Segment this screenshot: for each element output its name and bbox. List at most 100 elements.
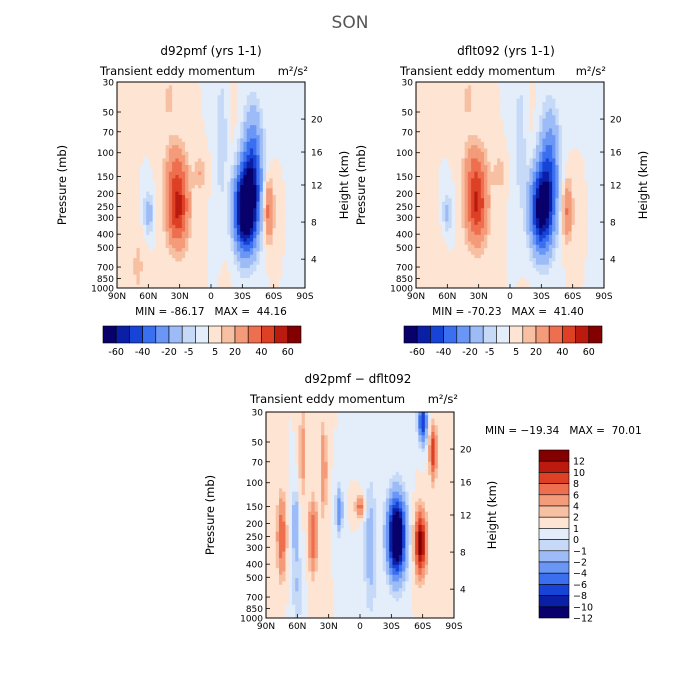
field-cell [201,258,206,263]
field-cell [149,181,154,186]
field-cell [269,161,274,166]
field-cell [120,101,125,106]
field-cell [464,128,469,133]
field-cell [493,115,498,120]
field-cell [285,135,290,140]
field-cell [236,198,241,203]
field-cell [214,258,219,263]
field-cell [230,281,235,286]
field-cell [159,278,163,282]
field-cell [168,101,173,106]
field-cell [223,118,228,123]
field-cell [445,151,450,156]
field-cell [188,274,193,279]
field-cell [487,128,492,133]
field-cell [298,115,303,120]
field-cell [285,161,290,166]
field-cell [279,115,283,120]
field-cell [458,118,462,123]
field-cell [117,95,121,100]
field-cell [165,264,170,269]
field-cell [139,175,144,179]
field-cell [484,128,488,133]
field-cell [233,108,238,113]
field-cell [295,101,300,106]
field-cell [584,121,589,126]
field-cell [597,121,602,126]
field-cell [259,188,264,193]
field-cell [191,108,196,113]
field-cell [142,101,147,106]
field-cell [123,101,128,106]
field-cell [526,125,531,130]
field-cell [484,155,488,160]
field-cell [211,254,215,259]
field-cell [240,91,245,96]
field-cell [165,228,170,233]
field-cell [155,201,160,206]
field-cell [126,208,131,213]
field-cell [253,221,257,226]
field-cell [129,148,134,153]
field-cell [416,141,420,146]
field-cell [129,234,134,239]
field-cell [123,198,128,203]
field-cell [194,204,199,209]
field-cell [552,91,556,96]
field-cell [256,148,261,153]
field-cell [243,128,248,133]
field-cell [584,95,589,100]
field-cell [198,121,202,126]
field-cell [253,158,257,163]
field-cell [149,251,154,256]
field-cell [272,268,277,272]
field-cell [275,185,280,189]
field-cell [480,155,485,160]
field-cell [165,258,170,263]
field-cell [279,204,283,209]
field-cell [188,131,193,136]
field-cell [529,85,534,90]
field-cell [133,241,138,246]
field-cell [188,151,193,156]
field-cell [262,141,267,146]
field-cell [126,214,131,219]
field-cell [214,135,219,140]
field-cell [172,181,176,186]
field-cell [272,278,277,282]
field-cell [185,85,189,90]
field-cell [253,155,257,160]
field-cell [425,148,430,153]
field-cell [230,151,235,156]
field-cell [506,121,511,126]
field-cell [133,165,138,169]
field-cell [172,145,176,150]
field-cell [279,128,283,133]
field-cell [484,101,488,106]
field-cell [526,145,531,150]
field-cell [584,105,589,110]
field-cell [513,98,518,103]
field-cell [191,254,196,259]
field-cell [159,234,163,239]
field-cell [168,171,173,176]
field-cell [198,135,202,140]
field-cell [139,231,144,236]
field-cell [490,128,495,133]
field-cell [120,251,125,256]
field-cell [227,171,232,176]
field-cell [279,224,283,229]
field-cell [435,131,440,136]
field-cell [191,268,196,272]
field-cell [249,138,254,143]
field-cell [139,138,144,143]
field-cell [155,221,160,226]
field-cell [230,171,235,176]
field-cell [422,105,427,110]
field-cell [155,88,160,93]
field-cell [136,168,141,173]
field-cell [191,178,196,183]
field-cell [301,281,305,286]
x-tick-label: 60S [265,292,282,302]
field-cell [201,125,206,130]
